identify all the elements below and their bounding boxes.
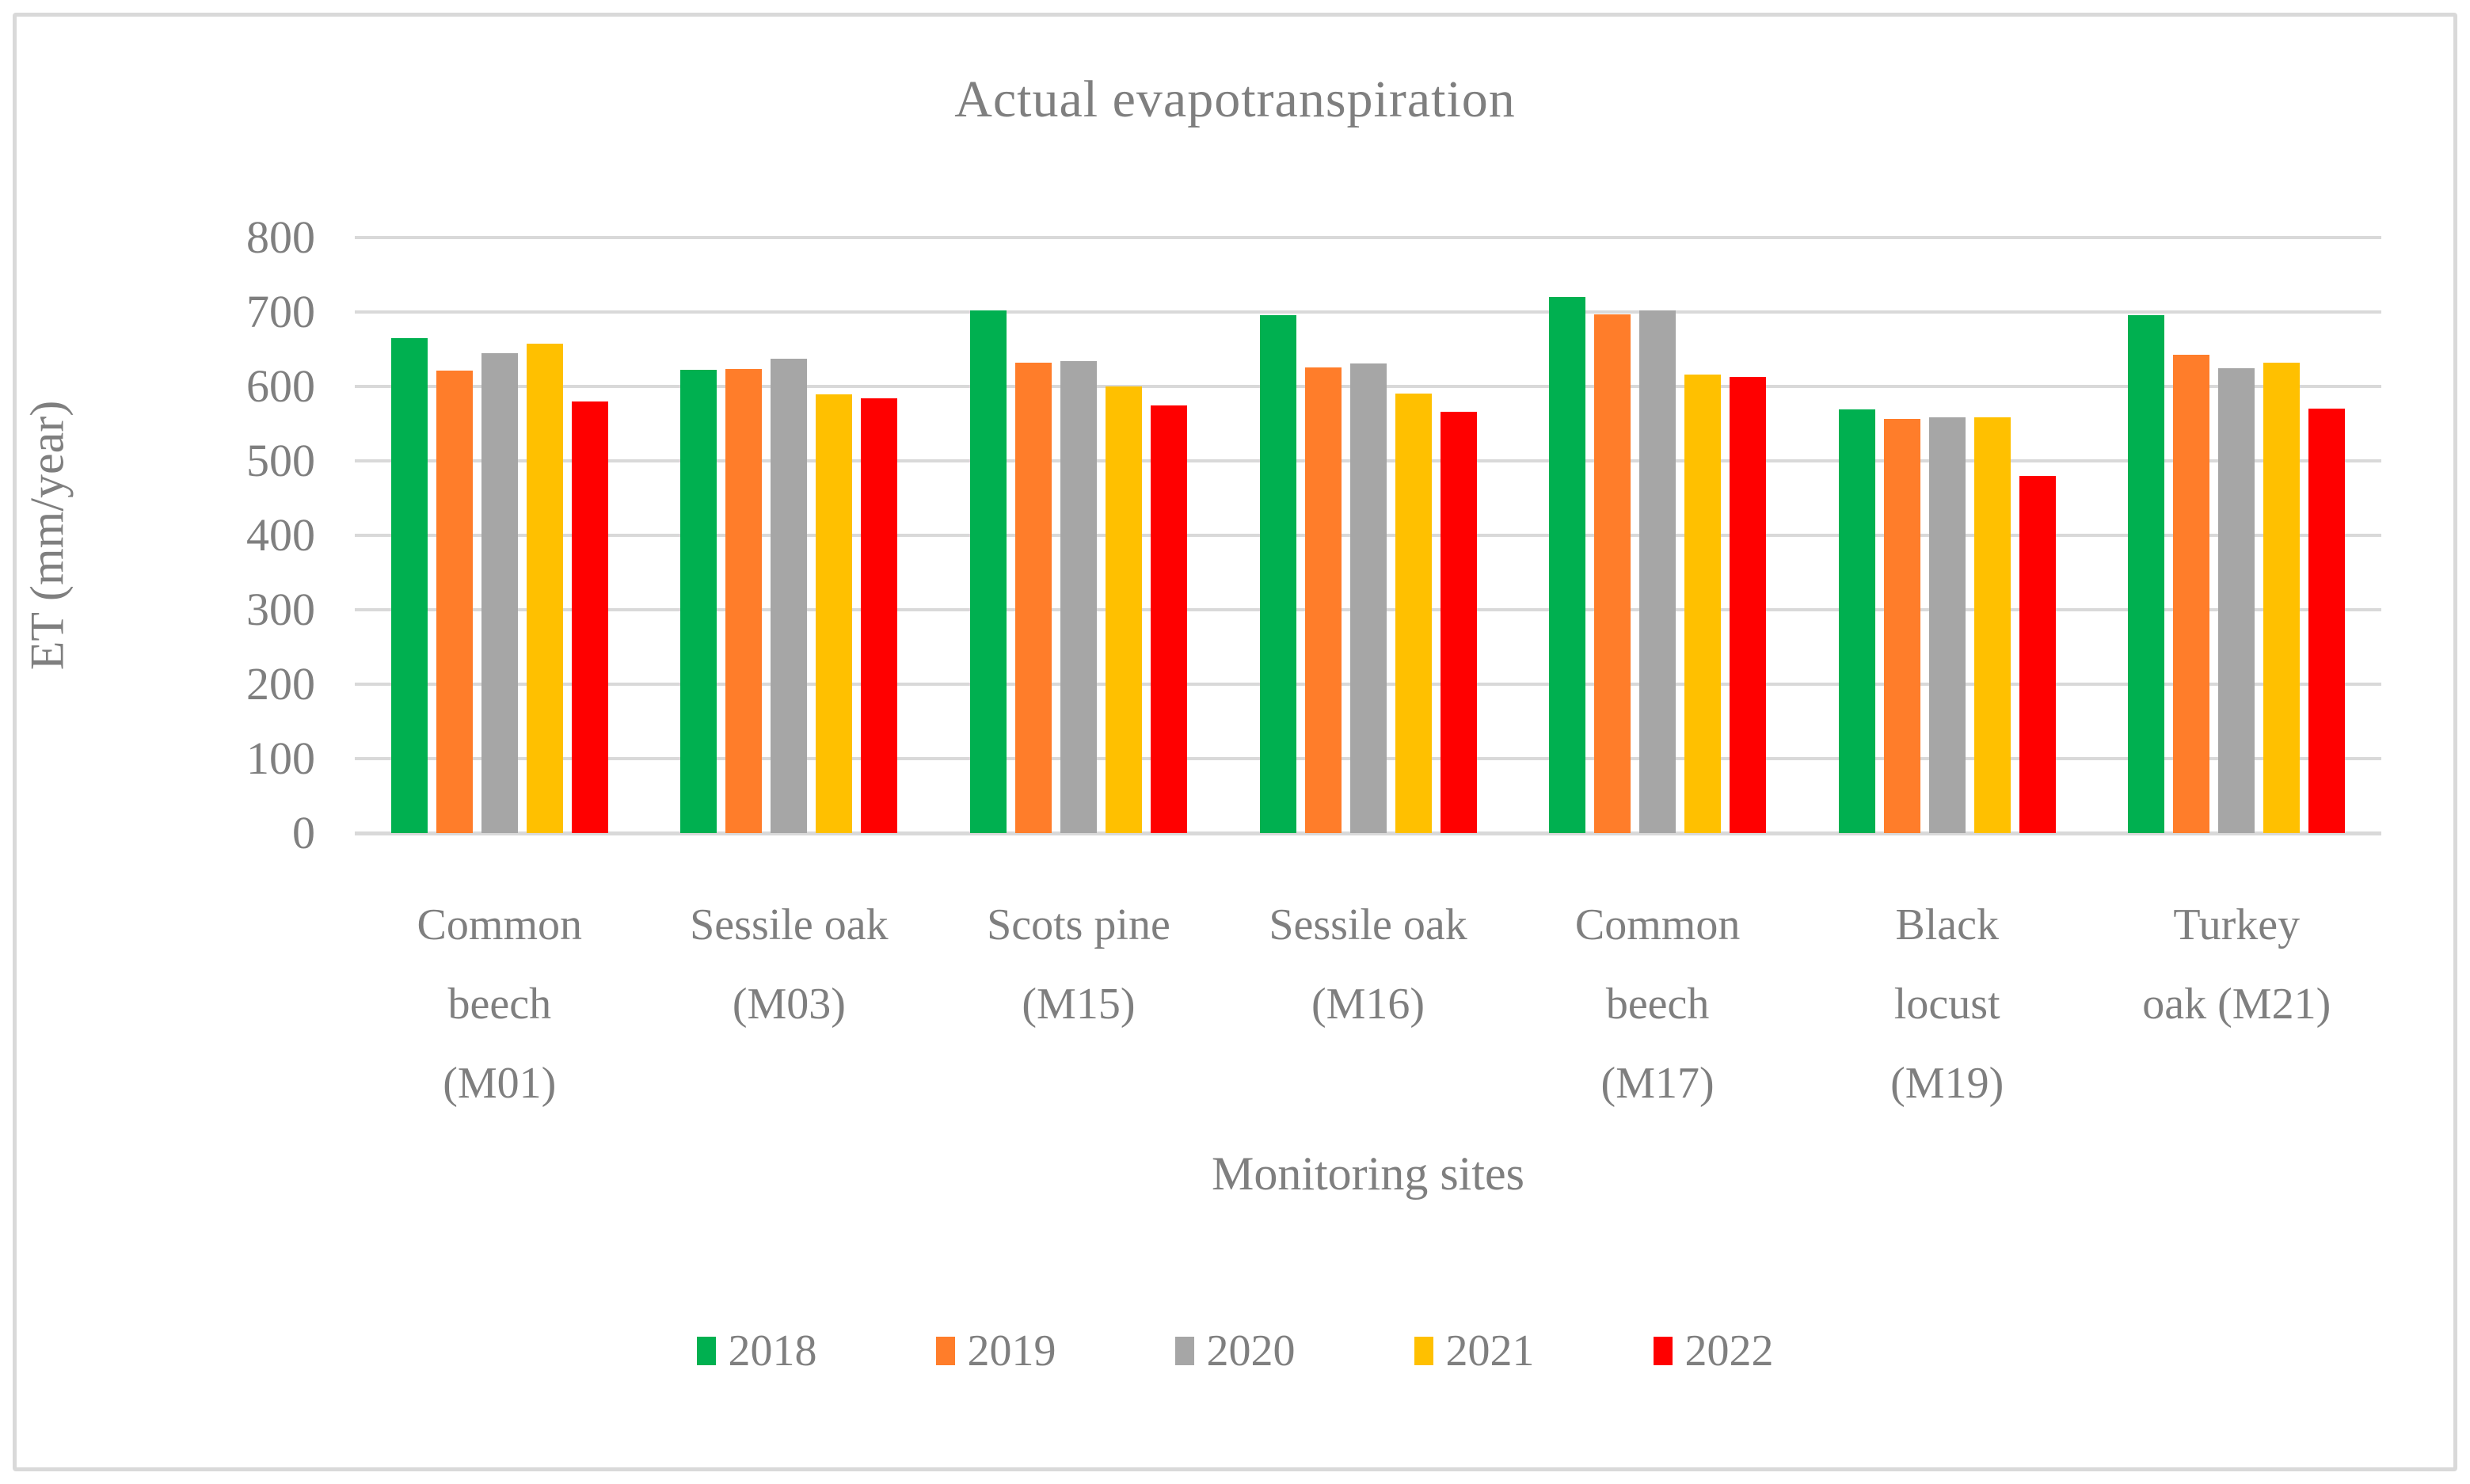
bar-2021-site-2 [816,394,853,833]
legend-label-2018: 2018 [728,1326,817,1376]
y-tick-label-400: 400 [246,509,315,561]
bar-2019-site-6 [1883,419,1920,833]
y-tick-label-300: 300 [246,584,315,635]
bar-2021-site-1 [526,344,563,833]
bar-2018-site-5 [1549,297,1586,833]
bar-2018-site-7 [2128,314,2165,833]
y-tick-label-0: 0 [292,807,315,858]
bar-2022-site-6 [2019,475,2056,833]
gridline-800 [355,236,2381,239]
legend-swatch-2018 [696,1337,716,1365]
bar-2018-site-2 [680,370,717,833]
bar-2018-site-6 [1838,409,1875,833]
bar-2022-site-5 [1730,376,1767,833]
bar-2022-site-7 [2308,409,2346,833]
bar-2019-site-2 [725,369,763,833]
bar-2019-site-3 [1014,362,1052,833]
y-axis-tick-labels: 800 700 600 500 400 300 200 100 0 [0,0,315,1484]
legend-item-2019: 2019 [935,1326,1056,1376]
legend-label-2021: 2021 [1445,1326,1535,1376]
legend-label-2022: 2022 [1684,1326,1774,1376]
category-label-6: Black locust (M19) [1890,900,2004,1108]
plot-area [355,236,2381,835]
legend-item-2021: 2021 [1414,1329,1535,1373]
bar-2022-site-3 [1150,405,1187,833]
y-tick-label-800: 800 [246,211,315,263]
bar-group-2 [645,238,934,833]
gridline-0 [355,831,2381,835]
legend-swatch-2019 [935,1337,955,1365]
x-axis-title: Monitoring sites [1211,1147,1524,1200]
bar-2019-site-7 [2173,354,2210,833]
bar-2019-site-1 [436,371,473,833]
category-label-7: Turkey oak (M21) [2142,900,2331,1029]
bar-2022-site-2 [861,398,898,833]
bar-2020-site-7 [2218,367,2255,833]
legend: 2018 2019 2020 2021 2022 [0,1329,2470,1373]
bar-2020-site-2 [771,359,808,833]
bar-group-3 [934,238,1224,833]
category-label-1: Common beech (M01) [417,900,583,1108]
y-tick-label-200: 200 [246,658,315,710]
bar-group-1 [355,238,645,833]
category-label-2: Sessile oak (M03) [690,900,889,1029]
chart-title: Actual evapotranspiration [954,70,1516,128]
bar-2020-site-6 [1928,417,1966,833]
category-label-4: Sessile oak (M16) [1269,900,1467,1029]
legend-swatch-2022 [1653,1337,1673,1365]
bar-2020-site-4 [1349,363,1387,833]
bar-2019-site-5 [1594,314,1631,833]
y-tick-label-700: 700 [246,286,315,337]
category-label-3: Scots pine (M15) [987,900,1170,1029]
legend-label-2020: 2020 [1206,1326,1296,1376]
bar-2022-site-1 [571,401,608,833]
bar-2021-site-6 [1973,417,2011,833]
bar-group-6 [1802,238,2092,833]
bar-group-7 [2091,238,2381,833]
bar-2021-site-5 [1684,374,1722,833]
y-tick-label-600: 600 [246,360,315,412]
x-axis-category-labels: Common beech (M01) Sessile oak (M03) Scots… [355,885,2381,1123]
bar-2021-site-4 [1395,394,1432,833]
bar-groups [355,238,2381,833]
legend-swatch-2020 [1174,1337,1194,1365]
legend-item-2022: 2022 [1653,1326,1774,1376]
bar-group-4 [1224,238,1513,833]
bar-2020-site-1 [481,352,518,833]
legend-label-2019: 2019 [967,1326,1056,1376]
category-label-5: Common beech (M17) [1574,900,1741,1108]
bar-2019-site-4 [1304,367,1342,833]
bar-2018-site-1 [390,337,428,833]
bar-2021-site-7 [2263,362,2301,833]
bar-2018-site-4 [1259,314,1296,833]
bar-2020-site-3 [1060,361,1097,833]
bar-2020-site-5 [1639,310,1676,833]
y-tick-label-100: 100 [246,732,315,784]
legend-item-2020: 2020 [1174,1326,1296,1376]
bar-2018-site-3 [969,310,1007,833]
gridline-700 [355,310,2381,314]
bar-2021-site-3 [1105,386,1142,833]
legend-swatch-2021 [1414,1337,1433,1365]
bar-group-5 [1513,238,1802,833]
legend-item-2018: 2018 [696,1326,817,1376]
bar-2022-site-4 [1440,411,1477,833]
y-tick-label-500: 500 [246,435,315,486]
